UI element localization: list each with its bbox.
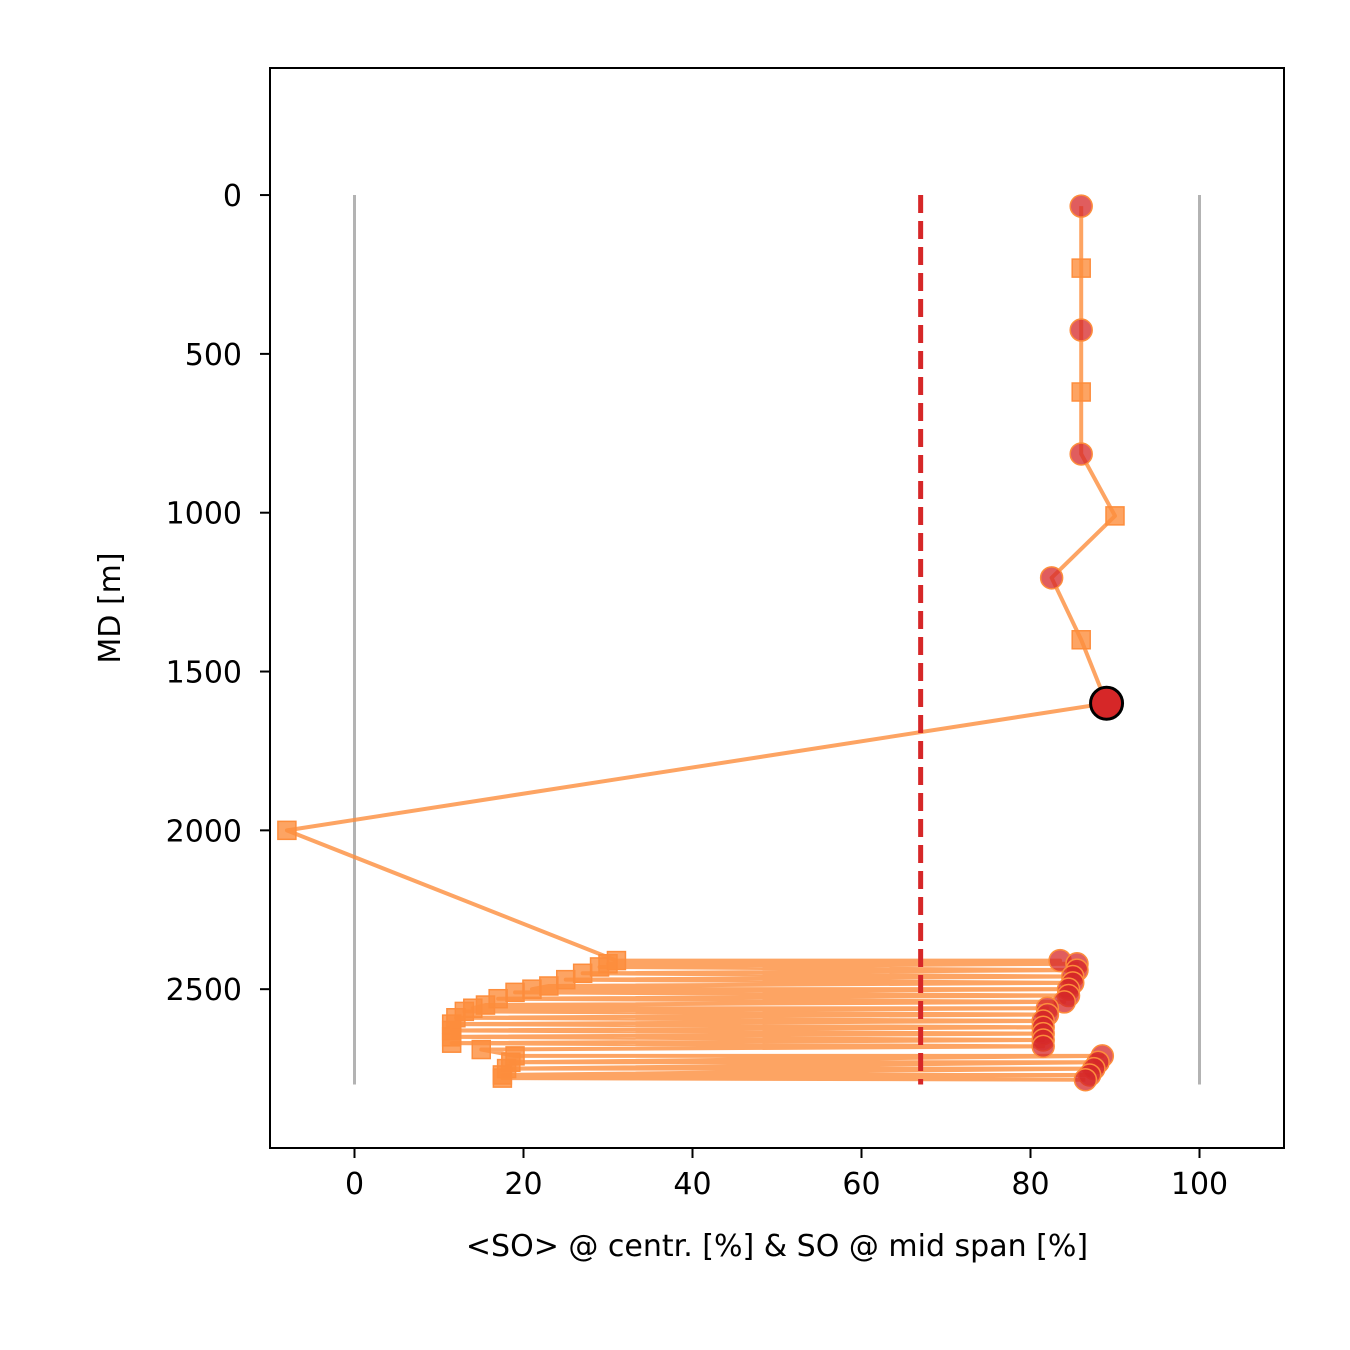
square-marker-3 [1071,630,1091,650]
y-tick-label-0: 0 [223,179,242,214]
x-tick-label-2: 40 [673,1167,711,1202]
y-axis-label: MD [m] [93,552,128,663]
square-marker-21 [441,1033,462,1053]
circle-marker-19 [1031,1034,1055,1059]
square-marker-27 [492,1068,513,1088]
square-marker-1 [1071,382,1091,402]
square-marker-0 [1071,258,1091,278]
x-tick-label-1: 20 [504,1167,542,1202]
square-marker-4 [277,820,297,841]
profile-line [284,206,1117,1082]
y-tick-label-2: 1000 [166,497,242,532]
circle-marker-3 [1039,566,1064,590]
circle-marker-2 [1069,442,1093,466]
square-marker-2 [1105,506,1125,526]
square-marker-9 [556,969,576,990]
y-tick-label-1: 500 [185,338,242,373]
square-marker-7 [589,957,610,977]
square-marker-12 [505,982,525,1003]
x-axis-label: <SO> @ centr. [%] & SO @ mid span [%] [466,1229,1088,1264]
y-tick-label-4: 2000 [166,814,242,849]
highlight-point [1089,685,1125,721]
x-tick-label-5: 100 [1171,1167,1228,1202]
x-tick-label-0: 0 [345,1167,364,1202]
y-tick-label-5: 2500 [166,973,242,1008]
square-marker-11 [522,979,542,999]
plot-area [277,194,1201,1092]
y-axis: 0 500 1000 1500 2000 2500 [166,179,270,1008]
x-axis: 0 20 40 60 80 100 [345,1148,1228,1202]
y-tick-label-3: 1500 [166,656,242,691]
x-tick-label-4: 80 [1011,1167,1049,1202]
x-tick-label-3: 60 [842,1167,880,1202]
square-marker-22 [471,1039,491,1060]
axes-frame [269,67,1285,1149]
square-marker-8 [572,963,593,984]
square-marker-10 [539,976,559,996]
circle-marker-0 [1069,194,1093,218]
circle-marker-1 [1069,318,1093,342]
circle-marker-24 [1073,1067,1098,1092]
